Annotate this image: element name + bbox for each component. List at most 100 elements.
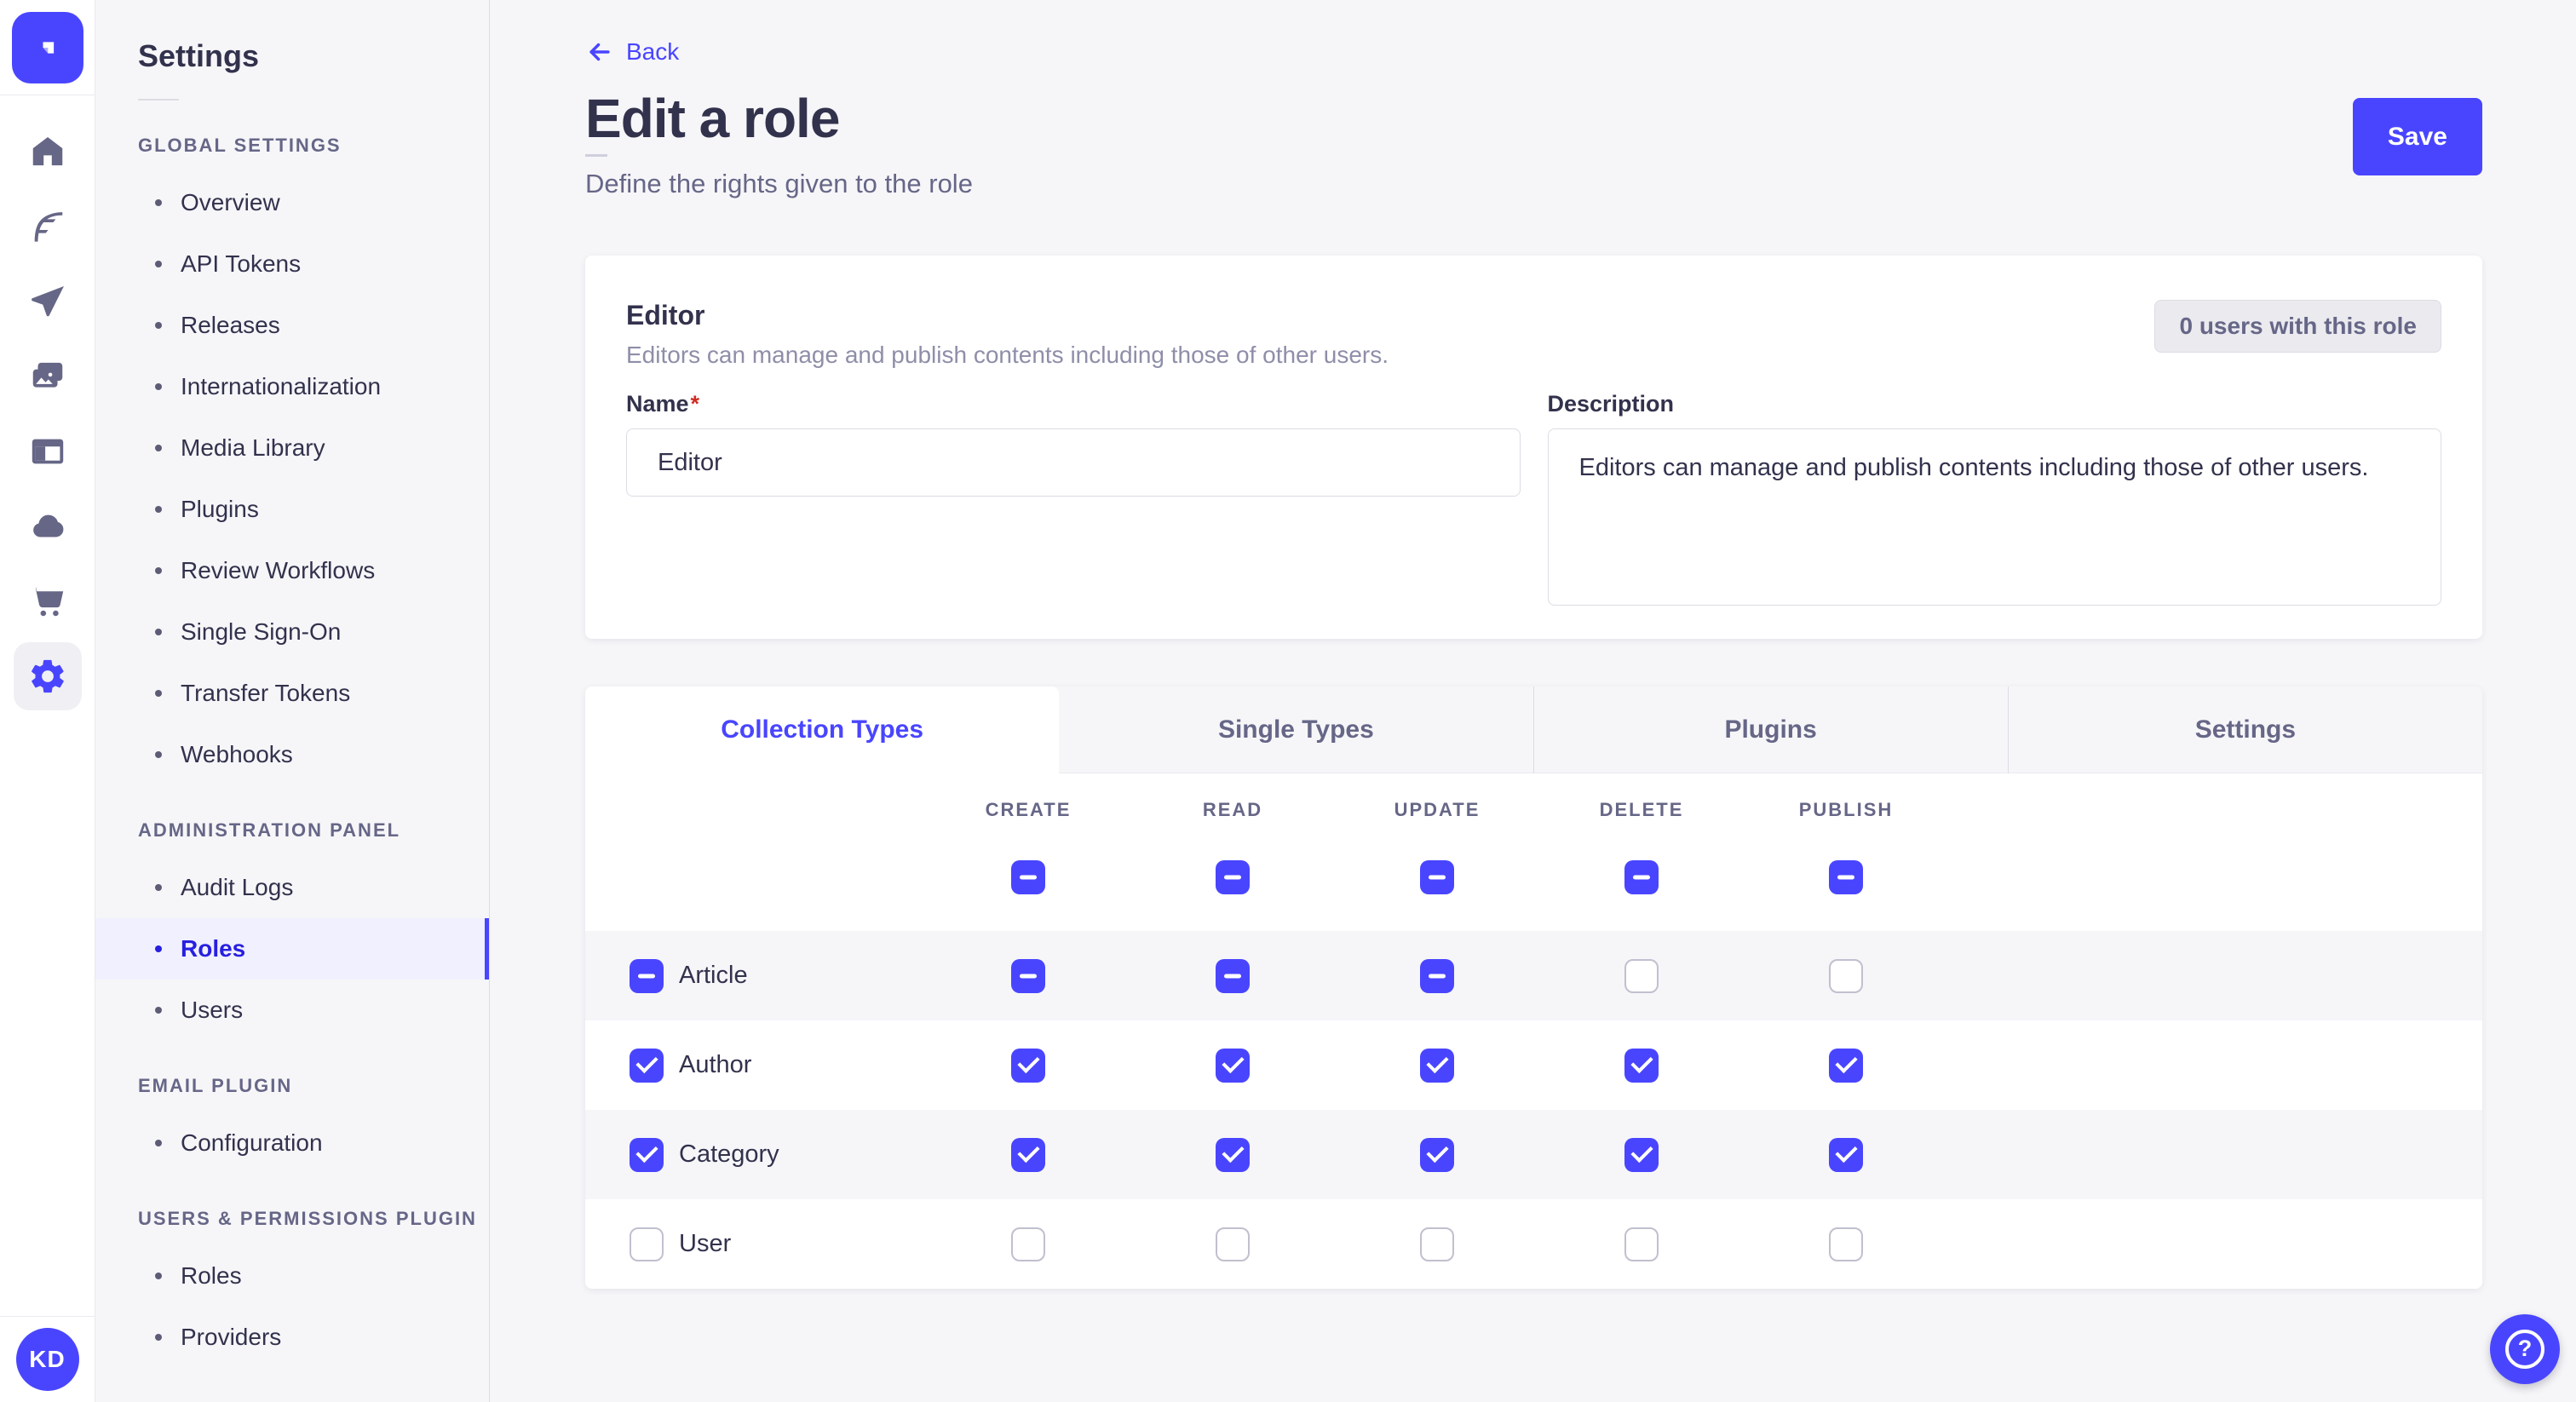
sidebar-item-releases[interactable]: Releases [95,295,489,356]
sidebar-item-label: Media Library [181,434,325,461]
sidebar-item-label: Users [181,997,244,1023]
title-underline [585,154,607,157]
nav-section-title-email-plugin: EMAIL PLUGIN [138,1075,293,1096]
permission-cell-category-publish [1744,1137,1948,1172]
permission-checkbox-indeterminate[interactable] [1216,958,1250,993]
users-with-role-badge[interactable]: 0 users with this role [2154,300,2441,353]
cloud-icon[interactable] [0,489,95,564]
column-master-checkboxes-row [585,860,2482,894]
master-checkbox-update-indeterminate[interactable] [1420,860,1454,894]
sidebar-item-roles[interactable]: Roles [95,918,489,980]
permission-cell-article-delete [1539,958,1744,993]
back-link[interactable]: Back [585,37,679,66]
permission-cell-user-update [1335,1227,1539,1261]
sidebar-item-label: Webhooks [181,741,293,767]
brand-area [0,0,95,95]
media-library-icon[interactable] [0,339,95,414]
row-checkbox-category-checked[interactable] [630,1137,664,1172]
sidebar-item-label: Internationalization [181,373,382,399]
permission-cell-article-update [1335,958,1539,993]
role-info-card: 0 users with this role Editor Editors ca… [585,256,2482,639]
home-icon[interactable] [0,114,95,189]
tab-label: Plugins [1724,715,1817,744]
sidebar-item-overview[interactable]: Overview [95,172,489,233]
media-icon-bg [28,357,67,396]
permission-checkbox-checked[interactable] [1829,1048,1863,1083]
bullet-icon [155,1007,162,1014]
bullet-icon [155,383,162,390]
sidebar-item-label: Configuration [181,1129,323,1156]
permission-checkbox-unchecked[interactable] [1624,958,1659,993]
sidebar-item-roles[interactable]: Roles [95,1245,489,1307]
master-checkbox-create-indeterminate[interactable] [1011,860,1045,894]
sidebar-item-review-workflows[interactable]: Review Workflows [95,540,489,601]
content-type-builder-icon[interactable] [0,414,95,489]
permission-cell-user-read [1130,1227,1335,1261]
bullet-icon [155,629,162,635]
permission-checkbox-checked[interactable] [1420,1048,1454,1083]
sidebar-item-plugins[interactable]: Plugins [95,479,489,540]
save-button[interactable]: Save [2352,98,2482,175]
sidebar-item-audit-logs[interactable]: Audit Logs [95,857,489,918]
feather-icon-bg [28,207,67,246]
permission-cell-category-create [926,1137,1130,1172]
back-label: Back [626,38,680,65]
permission-checkbox-indeterminate[interactable] [1011,958,1045,993]
bullet-icon [155,1140,162,1146]
permission-checkbox-unchecked[interactable] [1829,1227,1863,1261]
sidebar-item-transfer-tokens[interactable]: Transfer Tokens [95,663,489,724]
permission-checkbox-checked[interactable] [1829,1137,1863,1172]
marketplace-cart-icon[interactable] [0,564,95,639]
row-checkbox-article-indeterminate[interactable] [630,958,664,993]
permission-checkbox-checked[interactable] [1011,1048,1045,1083]
tab-settings[interactable]: Settings [2007,687,2482,773]
permission-checkbox-unchecked[interactable] [1216,1227,1250,1261]
row-checkbox-user-unchecked[interactable] [630,1227,664,1261]
permission-checkbox-checked[interactable] [1011,1137,1045,1172]
sidebar-item-configuration[interactable]: Configuration [95,1112,489,1174]
row-checkbox-author-checked[interactable] [630,1048,664,1083]
tab-plugins[interactable]: Plugins [1532,687,2008,773]
column-title-cell: DELETE [1539,799,1744,821]
role-name-input[interactable] [626,428,1521,497]
content-manager-feather-icon[interactable] [0,189,95,264]
sidebar-item-single-sign-on[interactable]: Single Sign-On [95,601,489,663]
nav-section-title-global-settings: GLOBAL SETTINGS [138,135,342,156]
permission-cell-author-read [1130,1048,1335,1083]
role-description-textarea[interactable]: Editors can manage and publish contents … [1547,428,2441,606]
sidebar-item-providers[interactable]: Providers [95,1307,489,1368]
permission-checkbox-unchecked[interactable] [1624,1227,1659,1261]
required-asterisk: * [690,391,700,417]
permission-checkbox-unchecked[interactable] [1011,1227,1045,1261]
settings-gear-icon[interactable] [0,639,95,714]
bullet-icon [155,322,162,329]
sidebar-item-api-tokens[interactable]: API Tokens [95,233,489,295]
sidebar-item-webhooks[interactable]: Webhooks [95,724,489,785]
permissions-rows: Article Author Category User [585,931,2482,1289]
master-checkbox-read-indeterminate[interactable] [1216,860,1250,894]
deploy-paper-plane-icon[interactable] [0,264,95,339]
permission-checkbox-unchecked[interactable] [1829,958,1863,993]
permission-checkbox-unchecked[interactable] [1420,1227,1454,1261]
strapi-logo[interactable] [11,11,83,83]
permission-checkbox-indeterminate[interactable] [1420,958,1454,993]
permission-checkbox-checked[interactable] [1624,1048,1659,1083]
nav-section-title-administration-panel: ADMINISTRATION PANEL [138,819,401,841]
user-avatar[interactable]: KD [15,1328,79,1391]
row-label-cell: Article [585,958,926,993]
permission-checkbox-checked[interactable] [1420,1137,1454,1172]
permission-checkbox-checked[interactable] [1624,1137,1659,1172]
permission-checkbox-checked[interactable] [1216,1048,1250,1083]
row-label: Article [679,962,748,989]
sidebar-item-users[interactable]: Users [95,980,489,1041]
sidebar-item-media-library[interactable]: Media Library [95,417,489,479]
tab-collection-types[interactable]: Collection Types [585,687,1060,773]
help-button[interactable]: ? [2490,1314,2560,1384]
permission-checkbox-checked[interactable] [1216,1137,1250,1172]
master-checkbox-publish-indeterminate[interactable] [1829,860,1863,894]
main-content: Back Edit a role Define the rights given… [490,0,2576,1402]
tab-single-types[interactable]: Single Types [1059,687,1533,773]
master-checkbox-delete-indeterminate[interactable] [1624,860,1659,894]
sidebar-item-internationalization[interactable]: Internationalization [95,356,489,417]
cart-icon-bg [28,582,67,621]
